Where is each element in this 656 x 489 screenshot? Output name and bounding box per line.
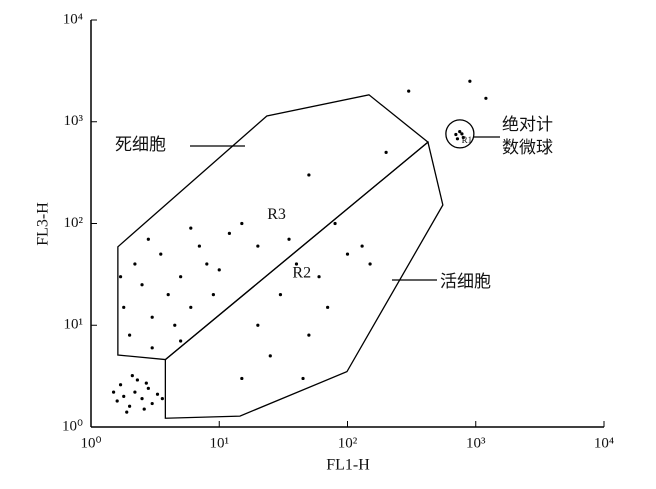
event-dot [240, 376, 244, 381]
x-tick-label: 10⁴ [594, 435, 614, 451]
event-dot [122, 305, 126, 309]
event-dot [360, 244, 364, 248]
bead-gate-label: R1 [462, 135, 473, 145]
y-tick-label: 10⁰ [62, 418, 83, 434]
x-tick-label: 10³ [466, 435, 486, 451]
event-dot [155, 392, 160, 396]
x-axis-label: FL1-H [326, 457, 370, 474]
event-dot [140, 283, 144, 287]
event-dot [146, 237, 150, 241]
event-dot [307, 333, 311, 337]
event-dot [278, 293, 283, 297]
event-dot [118, 383, 123, 387]
y-tick-label: 10⁴ [63, 11, 83, 27]
event-dot [384, 150, 388, 154]
y-tick-label: 10¹ [64, 317, 84, 333]
event-dot [133, 390, 137, 394]
event-dot [160, 397, 164, 401]
bead-gate [445, 119, 475, 149]
event-dot [256, 244, 260, 248]
event-dot [150, 315, 154, 319]
x-tick-label: 10¹ [210, 435, 230, 451]
event-dot [227, 231, 232, 235]
event-dot [146, 386, 150, 390]
event-dot [333, 221, 337, 226]
event-dot [118, 275, 123, 279]
event-dot [484, 96, 488, 100]
event-dot [144, 381, 148, 385]
event-dot [140, 397, 144, 401]
event-dot [128, 333, 132, 337]
event-dot [294, 262, 299, 266]
live-label: 活细胞 [440, 272, 491, 291]
event-dot [211, 293, 215, 297]
event-dot [166, 293, 170, 297]
event-dot [150, 346, 154, 350]
event-dot [240, 221, 244, 226]
event-dot [189, 226, 193, 230]
beads-label: 数微球 [502, 138, 553, 157]
event-dot [460, 132, 464, 136]
event-dot [468, 79, 472, 83]
y-axis-label: FL3-H [35, 202, 52, 246]
event-dot [454, 132, 458, 137]
event-dot [317, 275, 321, 279]
gate [164, 140, 444, 419]
gate-label: R2 [292, 265, 311, 282]
event-dot [150, 401, 154, 406]
event-dot [142, 407, 146, 411]
event-dot [125, 410, 129, 414]
event-dot [256, 323, 260, 327]
event-dot [115, 399, 119, 403]
event-dot [301, 376, 305, 381]
event-dot [307, 173, 311, 177]
x-tick-label: 10² [338, 435, 358, 451]
event-dot [133, 262, 137, 266]
event-dot [122, 394, 126, 398]
event-dot [287, 237, 291, 241]
event-dot [217, 268, 221, 272]
event-dot [345, 252, 350, 256]
event-dot [458, 130, 462, 134]
dead-label: 死细胞 [115, 135, 166, 154]
event-dot [179, 339, 183, 343]
event-dot [135, 378, 139, 382]
event-dot [455, 137, 460, 141]
event-dot [368, 262, 372, 266]
y-tick-label: 10² [64, 215, 84, 231]
event-dot [461, 135, 465, 140]
beads-label: 绝对计 [502, 115, 553, 134]
event-dot [407, 89, 411, 93]
event-dot [268, 354, 272, 358]
event-dot [197, 244, 201, 248]
event-dot [205, 262, 209, 266]
event-dot [130, 374, 134, 378]
event-dot [111, 390, 116, 394]
y-tick-label: 10³ [64, 113, 84, 129]
gate-label: R3 [267, 206, 286, 223]
event-dot [189, 305, 193, 309]
event-dot [173, 323, 177, 327]
event-dot [159, 252, 163, 256]
event-dot [179, 275, 183, 279]
event-dot [128, 404, 132, 408]
x-tick-label: 10⁰ [80, 435, 101, 451]
event-dot [326, 305, 330, 309]
